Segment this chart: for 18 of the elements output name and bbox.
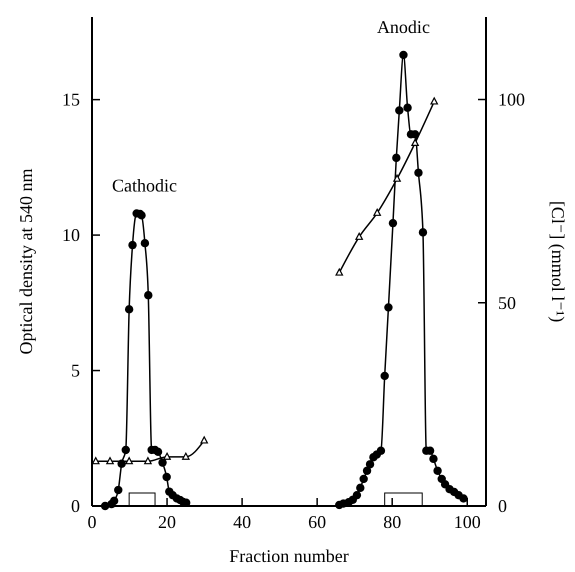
y2-axis-title: [Cl⁻] (mmol l⁻¹): [548, 200, 568, 322]
x-tick-label: 40: [233, 512, 252, 532]
y2-tick-label: 100: [498, 90, 525, 110]
annotation: Anodic: [376, 16, 430, 37]
y-tick-label: 0: [71, 496, 80, 516]
x-tick-label: 80: [383, 512, 402, 532]
x-axis-title: Fraction number: [229, 546, 349, 566]
x-tick-label: 60: [308, 512, 326, 532]
x-tick-label: 20: [158, 512, 176, 532]
y-axis-title: Optical density at 540 nm: [16, 168, 36, 354]
y-tick-label: 10: [62, 225, 80, 246]
y-tick-label: 5: [71, 360, 80, 381]
y2-tick-label: 50: [498, 292, 516, 313]
annotation: Cathodic: [112, 175, 178, 196]
x-tick-label: 100: [454, 512, 481, 532]
x-tick-label: 0: [88, 512, 96, 532]
y-tick-label: 15: [62, 90, 80, 110]
y2-tick-label: 0: [498, 496, 507, 516]
